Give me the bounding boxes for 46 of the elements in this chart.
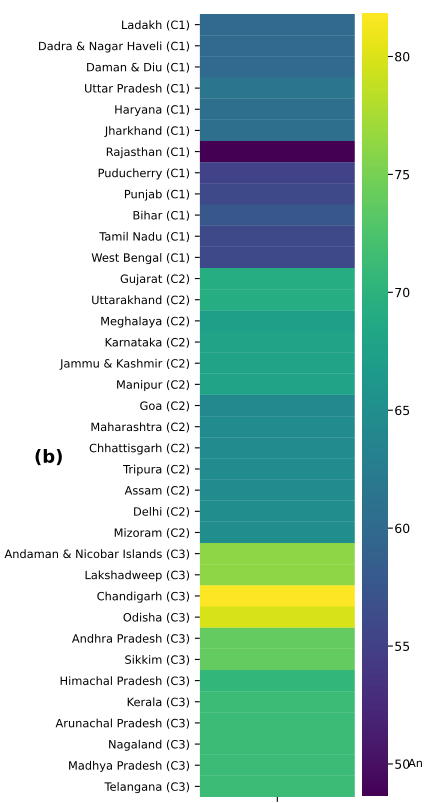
y-tick-label: Maharashtra (C2) <box>92 422 190 433</box>
y-tick-label: Himachal Pradesh (C3) <box>60 676 190 686</box>
y-tick-label: Karnataka (C2) <box>106 338 190 348</box>
text: (b) <box>36 448 62 466</box>
text: An <box>408 758 422 768</box>
y-tick-label: Haryana (C1) <box>115 104 190 116</box>
color-bar-label: 70 <box>395 288 410 298</box>
y-tick-label: West Bengal (C1) <box>92 253 190 264</box>
y-tick-label: Punjab (C1) <box>124 190 190 201</box>
y-tick-label: Telangana (C3) <box>104 782 190 794</box>
y-tick-label: Arunachal Pradesh (C3) <box>56 718 190 729</box>
color-bar-label: 50 <box>395 759 410 769</box>
y-tick-label: Uttarakhand (C2) <box>92 295 190 306</box>
color-bar-label: 55 <box>395 642 410 651</box>
y-tick-label: Nagaland (C3) <box>109 740 190 751</box>
y-tick-label: Tripura (C2) <box>123 464 190 476</box>
color-bar-label: 75 <box>395 170 410 180</box>
y-tick-label: Andaman & Nicobar Islands (C3) <box>4 549 190 560</box>
y-tick-label: Chhattisgarh (C2) <box>90 444 190 455</box>
y-tick-label: Mizoram (C2) <box>114 528 190 538</box>
y-tick-label: Kerala (C3) <box>128 697 190 708</box>
color-bar-label: 80 <box>395 52 410 62</box>
y-tick-label: Rajasthan (C1) <box>106 147 190 158</box>
y-tick-label: Delhi (C2) <box>134 506 190 518</box>
y-tick-label: Uttar Pradesh (C1) <box>85 84 190 94</box>
y-tick-label: Madhya Pradesh (C3) <box>69 760 190 772</box>
y-tick-label: Gujarat (C2) <box>120 274 190 286</box>
y-tick-label: Manipur (C2) <box>117 380 190 392</box>
y-tick-label: Daman & Diu (C1) <box>87 62 190 73</box>
color-bar-label: 65 <box>395 406 410 416</box>
y-tick-label: Tamil Nadu (C1) <box>99 232 190 242</box>
y-tick-label: Sikkim (C3) <box>125 655 190 666</box>
y-tick-label: Bihar (C1) <box>134 210 190 221</box>
y-tick-label: Ladakh (C1) <box>122 20 190 30</box>
y-tick-label: Odisha (C3) <box>123 612 190 623</box>
color-bar-label: 60 <box>395 524 410 534</box>
y-tick-label: Puducherry (C1) <box>98 168 190 180</box>
y-tick-label: Jammu & Kashmir (C2) <box>60 358 190 370</box>
y-tick-label: Andhra Pradesh (C3) <box>72 634 190 644</box>
y-tick-label: Assam (C2) <box>124 486 190 496</box>
y-tick-label: Goa (C2) <box>140 401 190 412</box>
y-tick-label: Jharkhand (C1) <box>104 126 190 138</box>
y-tick-label: Dadra & Nagar Haveli (C1) <box>39 41 190 52</box>
y-tick-label: Meghalaya (C2) <box>101 316 190 328</box>
y-tick-label: Chandigarh (C3) <box>97 592 190 603</box>
y-tick-label: Lakshadweep (C3) <box>86 570 190 582</box>
